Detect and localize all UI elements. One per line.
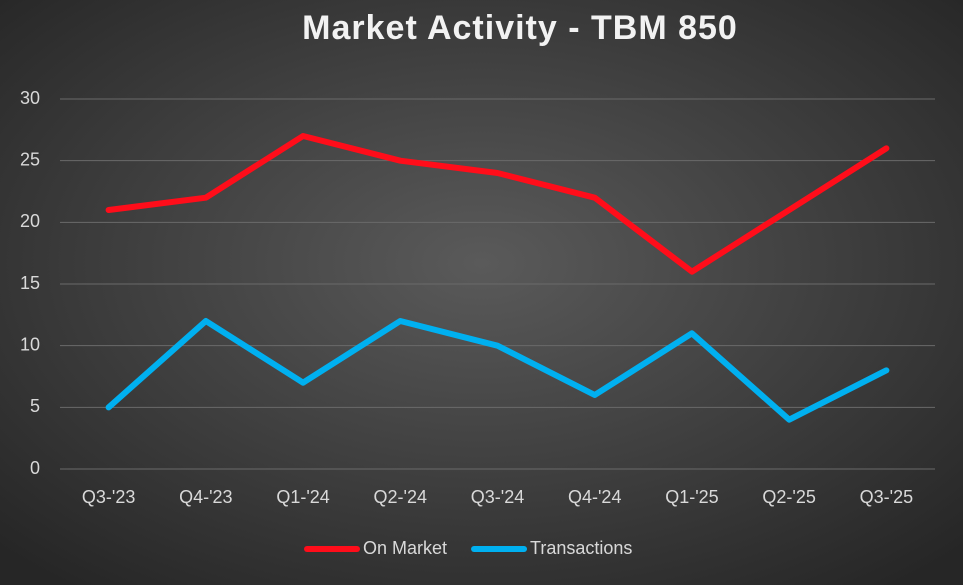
y-tick-label: 20: [20, 211, 40, 231]
y-tick-label: 0: [30, 458, 40, 478]
x-tick-label: Q1-'24: [276, 487, 329, 507]
y-tick-label: 30: [20, 88, 40, 108]
x-tick-label: Q1-'25: [665, 487, 718, 507]
legend-label: On Market: [363, 538, 447, 558]
y-tick-label: 5: [30, 396, 40, 416]
x-tick-label: Q2-'24: [374, 487, 427, 507]
x-tick-label: Q4-'24: [568, 487, 621, 507]
y-tick-label: 10: [20, 334, 40, 354]
series-line: [105, 133, 890, 275]
x-tick-label: Q3-'23: [82, 487, 135, 507]
chart-title: Market Activity - TBM 850: [302, 9, 738, 47]
y-tick-label: 15: [20, 273, 40, 293]
x-tick-label: Q4-'23: [179, 487, 232, 507]
series-line: [105, 318, 890, 423]
x-tick-label: Q3-'25: [860, 487, 913, 507]
legend-label: Transactions: [530, 538, 632, 558]
y-tick-label: 25: [20, 149, 40, 169]
x-tick-label: Q2-'25: [762, 487, 815, 507]
x-tick-label: Q3-'24: [471, 487, 524, 507]
